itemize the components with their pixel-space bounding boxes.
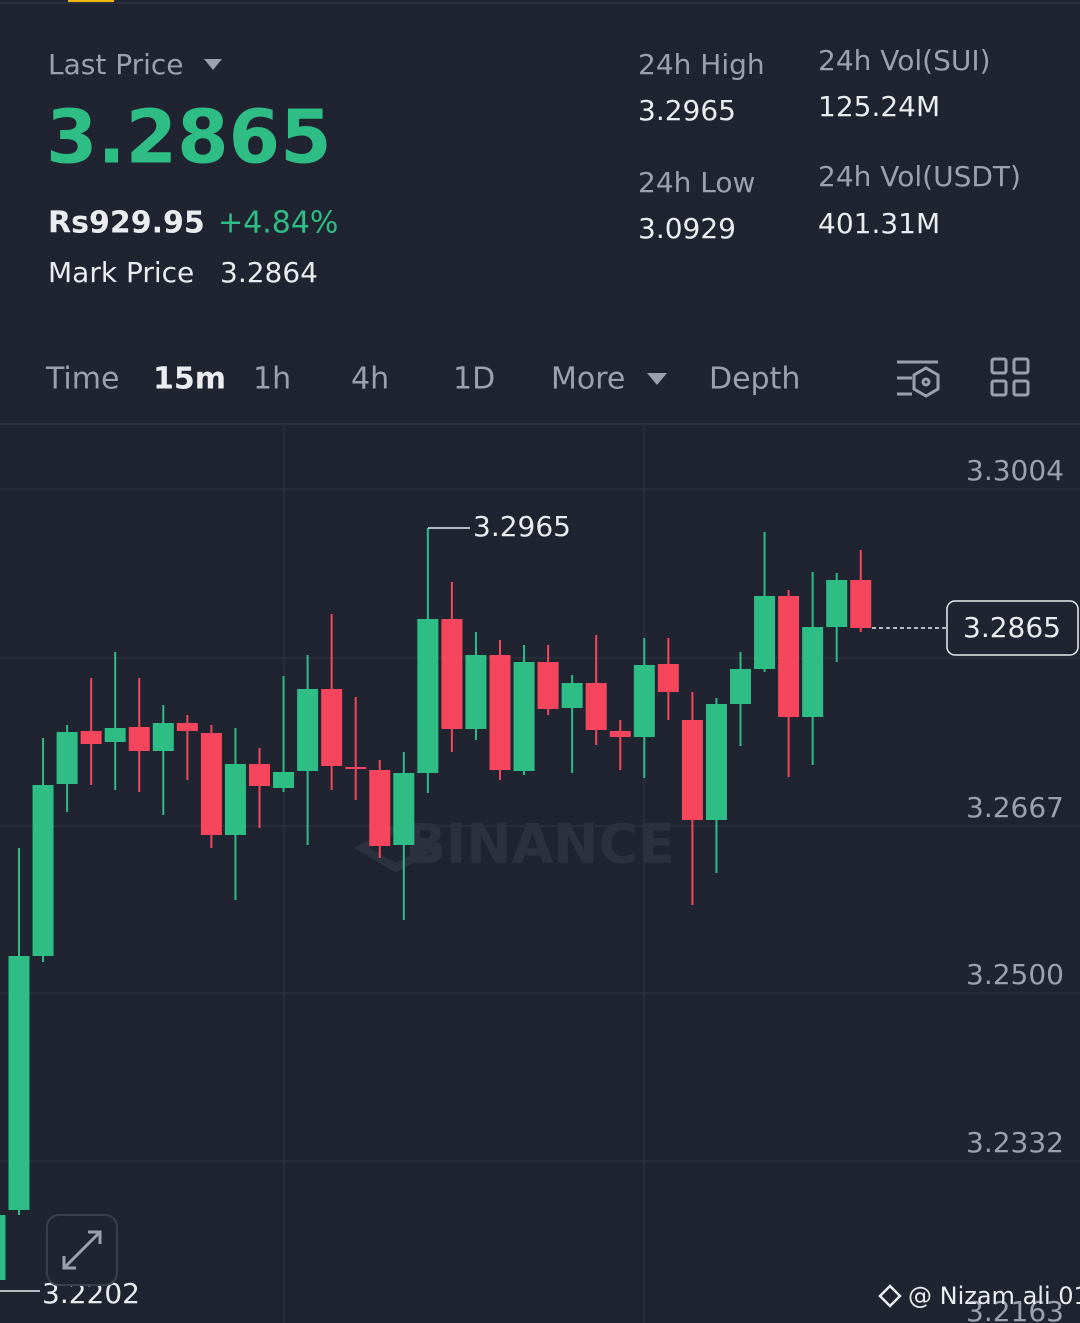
candle-body: [0, 1215, 6, 1280]
candle-body: [249, 764, 270, 786]
stat-value: 3.2965: [638, 94, 736, 127]
y-tick-label: 3.2500: [966, 958, 1064, 991]
candle-body: [8, 956, 30, 1210]
stat-value: 125.24M: [818, 90, 940, 123]
candle-body: [513, 662, 535, 771]
candle-body: [152, 723, 174, 751]
candle-body: [537, 662, 559, 709]
candle-body: [802, 627, 824, 717]
candle-body: [489, 655, 511, 770]
candle-body: [224, 764, 246, 835]
high-label: 3.2965: [473, 510, 571, 543]
candle-body: [104, 728, 126, 742]
last-price: 3.2865: [46, 95, 332, 181]
price-header: Last Price 3.2865 Rs929.95 +4.84% Mark P…: [46, 44, 1021, 289]
candle-body: [633, 665, 655, 737]
tab[interactable]: Time: [45, 362, 119, 397]
candle-body: [80, 731, 102, 744]
indicator-icon[interactable]: [897, 360, 940, 398]
tab[interactable]: More: [551, 362, 625, 397]
last-price-tag: [946, 600, 1079, 656]
tab[interactable]: 4h: [351, 362, 389, 397]
candle-body: [417, 619, 439, 773]
candle-body: [705, 704, 727, 820]
dropdown-arrow[interactable]: [204, 59, 222, 70]
stat-label: 24h High: [638, 48, 765, 81]
tab[interactable]: 1D: [453, 362, 495, 397]
y-tick-label: 3.2163: [966, 1295, 1064, 1323]
y-tick-label: 3.2332: [966, 1126, 1064, 1159]
mark-price: 3.2864: [220, 256, 318, 289]
expand-button[interactable]: [46, 1214, 118, 1286]
stat-value: 3.0929: [638, 212, 736, 245]
candle-body: [441, 619, 463, 729]
tab[interactable]: Depth: [709, 362, 800, 397]
candle-body: [321, 689, 343, 766]
candle-body: [56, 732, 78, 784]
stat-value: 401.31M: [818, 207, 940, 240]
candle-body: [609, 731, 631, 737]
candlestick-chart: BINANCE 3.30043.28353.26673.25003.23323.…: [0, 425, 1080, 1323]
candle-body: [176, 723, 198, 731]
top-indicator: [68, 0, 114, 3]
candle-body: [826, 580, 848, 627]
last-price-label[interactable]: Last Price: [48, 48, 184, 81]
candle-body: [754, 596, 776, 669]
layout-icon[interactable]: [990, 357, 1030, 397]
candle-body: [585, 683, 607, 730]
price-change: +4.84%: [218, 206, 338, 241]
stat-label: 24h Low: [638, 166, 755, 199]
candle-body: [345, 767, 367, 769]
candle-body: [730, 669, 751, 704]
candle-body: [681, 720, 703, 820]
candle-body: [32, 785, 54, 956]
tab[interactable]: 1h: [253, 362, 291, 397]
last-price-tag-label: 3.2865: [963, 611, 1061, 644]
candle-body: [128, 727, 150, 751]
y-tick-label: 3.2667: [966, 791, 1064, 824]
stat-label: 24h Vol(SUI): [818, 44, 991, 77]
candle-body: [297, 689, 319, 771]
candle-body: [369, 770, 391, 846]
candle-body: [850, 580, 872, 628]
more-arrow[interactable]: [647, 373, 667, 385]
watermark: BINANCE: [405, 813, 675, 876]
candle-body: [657, 664, 679, 692]
fiat-price: Rs929.95: [48, 206, 205, 241]
candle-body: [200, 733, 222, 835]
y-tick-label: 3.3004: [966, 454, 1064, 487]
credit-logo: [878, 1284, 902, 1308]
mark-price-label: Mark Price: [48, 256, 194, 289]
candle-body: [273, 772, 295, 788]
candle-body: [778, 596, 800, 717]
candle-body: [393, 773, 415, 845]
tab-active[interactable]: 15m: [153, 362, 226, 397]
interval-tabs: Time 15m 1h 4h 1D More Depth: [45, 357, 1030, 398]
candle-body: [561, 683, 583, 708]
candle-body: [465, 655, 487, 729]
stat-label: 24h Vol(USDT): [818, 160, 1021, 193]
credit: @ Nizam ali 01: [908, 1282, 1080, 1310]
